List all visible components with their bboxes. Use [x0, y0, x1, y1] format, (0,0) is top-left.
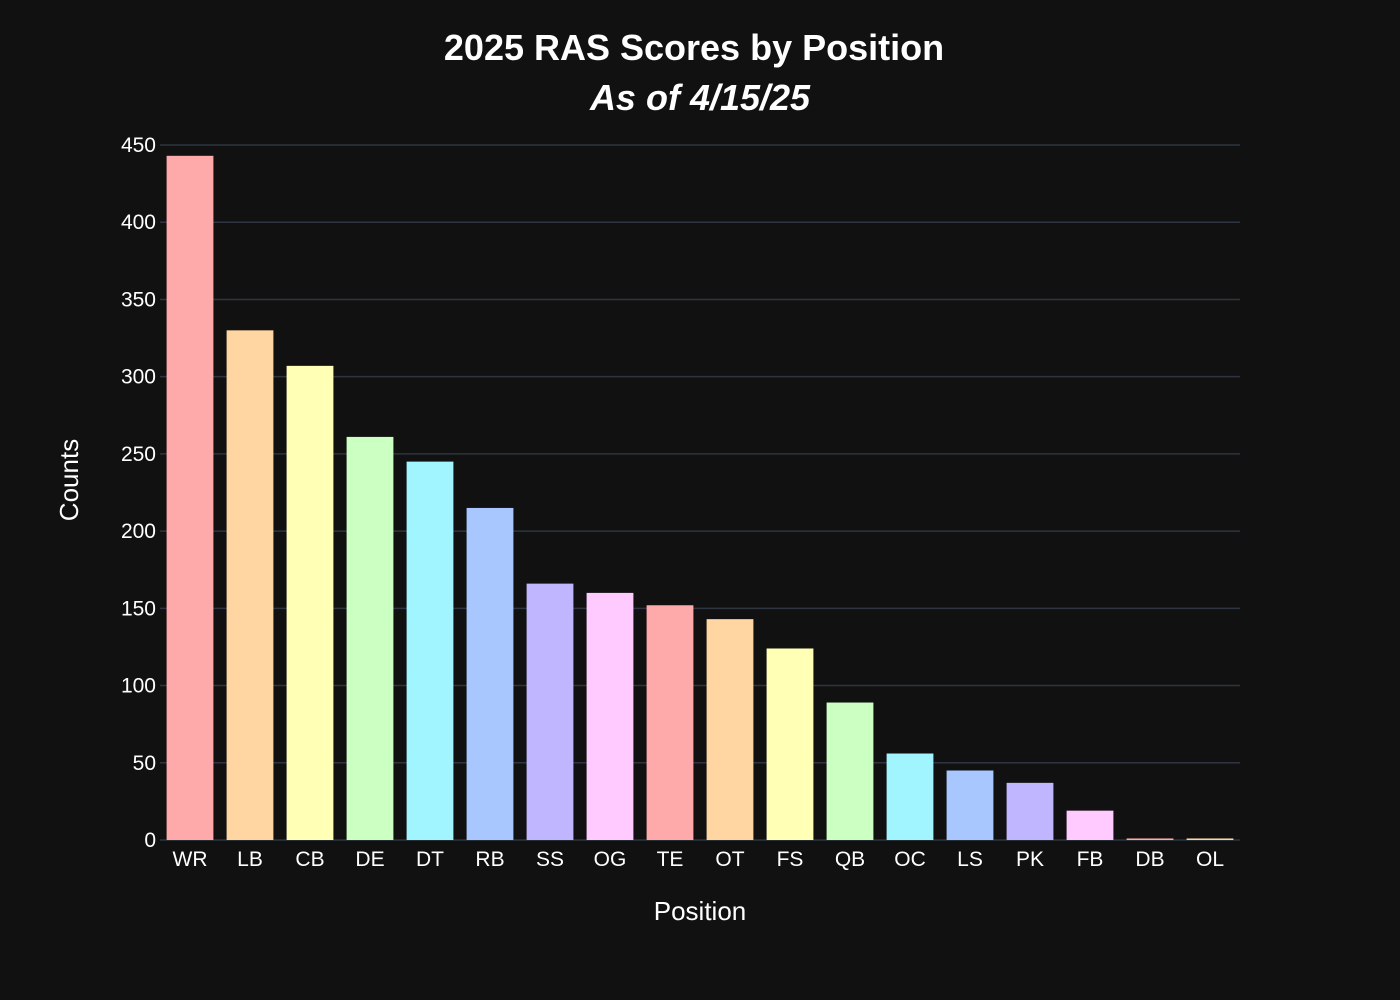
x-tick-label: PK — [1016, 848, 1044, 871]
bar-og[interactable] — [586, 592, 634, 840]
x-tick-label: QB — [835, 848, 865, 871]
bar-rb[interactable] — [466, 507, 514, 840]
chart-subtitle: As of 4/15/25 — [589, 77, 811, 118]
y-tick-label: 250 — [121, 443, 156, 466]
x-tick-label: LS — [957, 848, 983, 871]
x-tick-label: OT — [715, 848, 744, 871]
y-tick-label: 300 — [121, 366, 156, 389]
x-tick-label: SS — [536, 848, 564, 871]
y-tick-label: 100 — [121, 675, 156, 698]
bar-pk[interactable] — [1006, 782, 1054, 840]
y-tick-label: 50 — [133, 752, 156, 775]
x-tick-label: WR — [173, 848, 208, 871]
x-tick-label: FS — [777, 848, 804, 871]
bar-lb[interactable] — [226, 330, 274, 840]
bar-fs[interactable] — [766, 648, 814, 840]
x-tick-label: FB — [1077, 848, 1104, 871]
bar-dt[interactable] — [406, 461, 454, 840]
bar-ot[interactable] — [706, 619, 754, 840]
bar-te[interactable] — [646, 605, 694, 840]
bar-db[interactable] — [1126, 838, 1174, 840]
y-axis-ticks: 0 50 100 150 200 250 300 350 400 450 — [121, 134, 156, 852]
y-tick-label: 0 — [144, 829, 156, 852]
x-axis-ticks: WR LB CB DE DT RB SS OG TE OT FS QB OC LS PK FB DB OL — [173, 848, 1225, 871]
y-tick-label: 450 — [121, 134, 156, 157]
y-tick-label: 400 — [121, 211, 156, 234]
y-tick-label: 150 — [121, 597, 156, 620]
y-axis-title: Counts — [54, 439, 84, 521]
x-tick-label: DT — [416, 848, 444, 871]
x-tick-label: OC — [894, 848, 926, 871]
x-tick-label: OL — [1196, 848, 1224, 871]
bar-ss[interactable] — [526, 583, 574, 840]
gridlines — [160, 144, 1240, 841]
bar-oc[interactable] — [886, 753, 934, 840]
chart-title: 2025 RAS Scores by Position — [444, 27, 944, 68]
bar-fb[interactable] — [1066, 810, 1114, 840]
x-tick-label: CB — [295, 848, 324, 871]
bar-ol[interactable] — [1186, 838, 1234, 840]
bars — [166, 155, 1234, 841]
x-axis-title: Position — [654, 896, 747, 926]
bar-cb[interactable] — [286, 365, 334, 840]
bar-de[interactable] — [346, 436, 394, 840]
bar-wr[interactable] — [166, 155, 214, 841]
x-tick-label: RB — [475, 848, 504, 871]
x-tick-label: DB — [1135, 848, 1164, 871]
bar-ls[interactable] — [946, 770, 994, 841]
x-tick-label: OG — [594, 848, 627, 871]
bar-qb[interactable] — [826, 702, 874, 840]
x-tick-label: TE — [657, 848, 684, 871]
x-tick-label: LB — [237, 848, 263, 871]
y-tick-label: 200 — [121, 520, 156, 543]
x-tick-label: DE — [355, 848, 384, 871]
y-tick-label: 350 — [121, 288, 156, 311]
